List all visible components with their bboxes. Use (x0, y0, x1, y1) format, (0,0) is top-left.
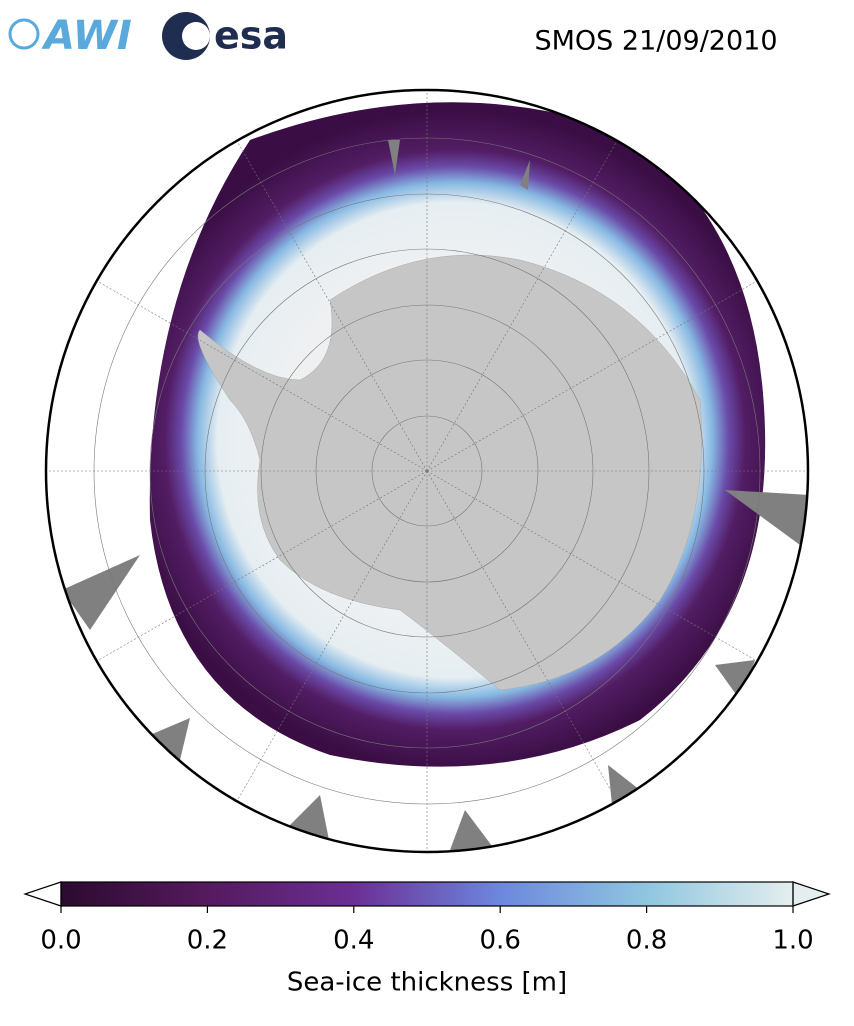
colorbar: 0.0 0.2 0.4 0.6 0.8 1.0 Sea-ice thickness [m] (23, 881, 831, 998)
colorbar-tick-label: 1.0 (772, 926, 813, 956)
colorbar-tick-label: 0.2 (187, 926, 228, 956)
colorbar-tick-label: 0.6 (480, 926, 521, 956)
colorbar-extend-low (23, 881, 62, 907)
esa-logo-text: esa (214, 14, 288, 58)
graticule (46, 90, 808, 852)
colorbar-gradient (61, 882, 793, 906)
colorbar-label: Sea-ice thickness [m] (287, 968, 567, 998)
map-frame (44, 88, 810, 854)
colorbar-tick-label: 0.8 (626, 926, 667, 956)
colorbar-tick-label: 0.0 (40, 926, 81, 956)
colorbar-frame (60, 881, 794, 907)
awi-logo-text: AWI (41, 13, 132, 59)
colorbar-tick-label: 0.4 (333, 926, 374, 956)
map (46, 90, 808, 852)
land (62, 140, 808, 850)
antarctica (197, 254, 702, 691)
esa-logo: esa (162, 12, 288, 60)
awi-logo: AWI (8, 13, 132, 59)
colorbar-extend-high (792, 881, 831, 907)
map-title: SMOS 21/09/2010 (534, 26, 777, 57)
